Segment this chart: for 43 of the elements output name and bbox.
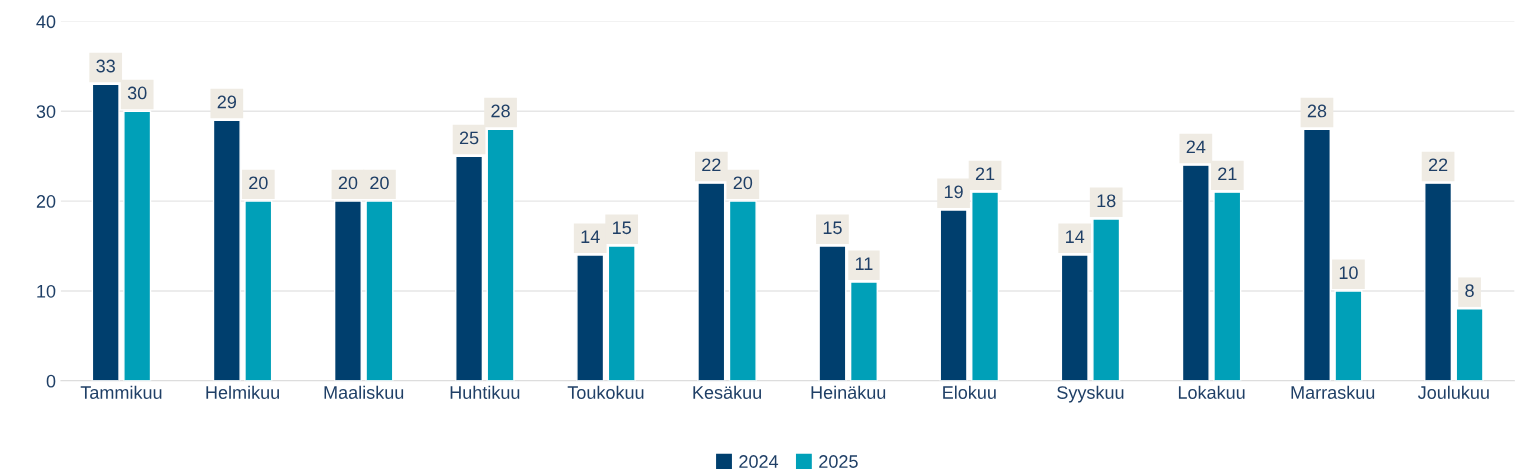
y-tick-label: 30 (36, 105, 56, 118)
data-label: 10 (1339, 266, 1358, 280)
x-tick-label: Syyskuu (1057, 385, 1124, 403)
data-label: 18 (1097, 194, 1116, 208)
legend-label: 2024 (739, 455, 779, 468)
data-label: 22 (702, 158, 721, 172)
data-label: 14 (581, 230, 600, 243)
x-tick-label: Joulukuu (1417, 385, 1489, 399)
x-tick-label: Huhtikuu (450, 385, 520, 399)
data-label: 15 (613, 221, 631, 235)
x-tick-label: Kesäkuu (693, 385, 762, 399)
data-label: 14 (1066, 230, 1085, 243)
x-tick-label: Helmikuu (206, 385, 279, 399)
x-tick-label: Toukokuu (567, 385, 644, 399)
data-label: 20 (338, 176, 358, 190)
legend-label: 2025 (819, 455, 858, 468)
y-tick-label: 20 (36, 195, 56, 208)
x-tick-label: Lokakuu (1178, 385, 1245, 399)
data-label: 15 (823, 221, 842, 235)
data-label: 21 (1218, 167, 1237, 181)
x-tick-label: Elokuu (943, 385, 996, 399)
x-tick-label: Marraskuu (1291, 385, 1375, 399)
x-tick-label: Heinäkuu (811, 385, 886, 399)
data-label: 30 (127, 86, 147, 100)
data-label: 28 (1307, 104, 1327, 118)
data-label: 21 (975, 167, 995, 181)
data-label: 24 (1186, 140, 1206, 154)
data-label: 8 (1465, 284, 1474, 298)
data-label: 29 (217, 95, 237, 109)
x-tick-label: Maaliskuu (324, 385, 404, 399)
data-label: 20 (733, 176, 753, 190)
data-label: 19 (944, 185, 963, 199)
y-tick-label: 40 (36, 15, 56, 29)
data-label: 20 (370, 176, 389, 190)
x-tick-label: Tammikuu (80, 385, 162, 399)
data-label: 25 (459, 131, 479, 145)
y-tick-label: 10 (37, 284, 56, 298)
y-tick-label: 0 (46, 374, 56, 388)
data-label: 22 (1428, 158, 1448, 172)
data-label: 28 (491, 104, 510, 118)
data-label: 20 (249, 176, 268, 190)
data-label: 11 (855, 257, 873, 270)
data-label: 33 (96, 59, 115, 73)
